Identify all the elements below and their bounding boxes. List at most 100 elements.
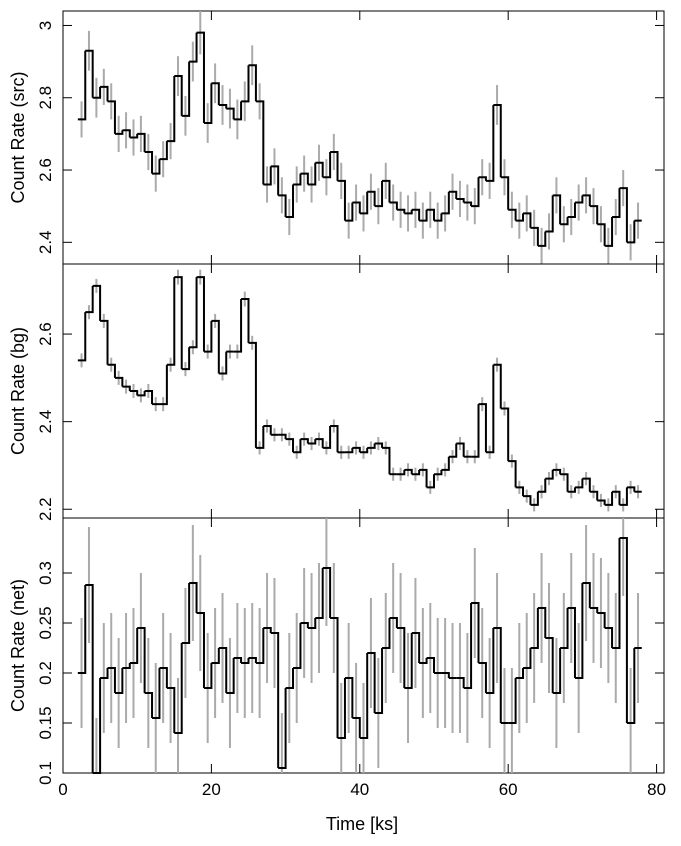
step-segment: [285, 184, 295, 219]
step-segment: [389, 617, 398, 628]
step-segment: [619, 537, 628, 723]
step-segment: [523, 495, 532, 505]
step-segment: [285, 668, 295, 689]
step-segment: [426, 474, 435, 489]
step-segment: [485, 104, 495, 182]
step-segment: [448, 443, 458, 458]
step-segment: [263, 627, 272, 633]
step-segment: [478, 176, 487, 181]
step-segment: [597, 499, 606, 505]
step-segment: [144, 150, 154, 174]
step-segment: [352, 201, 361, 214]
step-segment: [218, 351, 228, 375]
step-segment: [374, 648, 384, 714]
step-segment: [567, 607, 576, 678]
step-segment: [114, 376, 124, 387]
step-segment: [122, 663, 131, 669]
step-segment: [552, 648, 562, 694]
step-segment: [574, 583, 584, 679]
step-segment: [493, 363, 502, 409]
step-segment: [114, 668, 124, 694]
step-segment: [582, 477, 591, 492]
step-segment: [285, 438, 295, 453]
step-segment: [152, 159, 161, 175]
step-segment: [404, 468, 413, 475]
step-segment: [523, 212, 532, 228]
step-segment: [144, 390, 154, 405]
step-segment: [589, 205, 599, 225]
step-segment: [604, 627, 614, 648]
y-tick-label: 0.3: [36, 561, 55, 585]
step-segment: [597, 612, 606, 628]
step-segment: [278, 194, 287, 218]
y-tick-label: 0.25: [36, 606, 55, 639]
step-segment: [152, 668, 161, 719]
step-segment: [352, 446, 361, 453]
step-segment: [485, 364, 495, 454]
step-segment: [552, 468, 562, 475]
x-axis-title: Time [ks]: [326, 814, 398, 834]
step-segment: [359, 447, 369, 454]
step-segment: [100, 85, 109, 102]
step-segment: [159, 364, 168, 406]
step-segment: [203, 83, 213, 125]
step-segment: [270, 165, 280, 196]
step-segment: [233, 101, 243, 121]
step-segment: [211, 319, 220, 374]
step-segment: [77, 312, 87, 362]
step-segment: [137, 627, 146, 693]
step-segment: [181, 347, 191, 371]
step-segment: [441, 456, 450, 471]
step-segment: [552, 194, 562, 225]
step-segment: [330, 617, 339, 738]
step-segment: [196, 612, 205, 688]
step-segment: [129, 628, 139, 664]
step-segment: [315, 568, 324, 619]
step-segment: [367, 190, 376, 207]
step-segment: [560, 217, 569, 226]
step-segment: [293, 623, 302, 669]
step-segment: [330, 150, 339, 181]
step-segment: [122, 129, 131, 138]
step-segment: [85, 49, 94, 98]
step-segment: [426, 208, 435, 221]
step-segment: [419, 209, 428, 222]
step-segment: [107, 100, 116, 134]
step-segment: [255, 628, 265, 664]
step-segment: [612, 490, 621, 505]
step-segment: [315, 438, 324, 448]
y-tick-label: 2.8: [36, 86, 55, 110]
step-segment: [359, 653, 369, 739]
step-segment: [367, 443, 376, 449]
step-segment: [92, 86, 102, 99]
step-segment: [241, 65, 250, 103]
y-axis-title-net: Count Rate (net): [8, 579, 28, 712]
x-tick-label: 80: [647, 780, 666, 799]
panel-bg: 2.2 2.4 2.6 Count Rate (bg): [8, 0, 665, 521]
step-segment: [530, 226, 539, 246]
step-segment: [270, 632, 280, 768]
step-segment: [374, 442, 384, 448]
step-segment: [293, 439, 302, 454]
step-segment: [626, 486, 636, 492]
step-segment: [300, 438, 309, 444]
step-segment: [560, 608, 569, 649]
step-segment: [419, 468, 428, 488]
step-segment: [144, 692, 154, 718]
step-segment: [159, 667, 168, 688]
step-segment: [255, 100, 265, 185]
step-segment: [322, 426, 332, 449]
step-segment: [181, 583, 191, 644]
step-segment: [411, 632, 421, 663]
step-segment: [181, 61, 191, 117]
step-segment: [537, 478, 547, 493]
step-segment: [278, 433, 287, 440]
step-segment: [189, 582, 198, 613]
step-segment: [174, 75, 183, 116]
step-segment: [463, 603, 473, 689]
step-segment: [107, 667, 116, 693]
step-segment: [537, 607, 547, 638]
step-segment: [203, 663, 213, 689]
step-segment: [500, 407, 510, 462]
x-tick-label: 0: [58, 780, 67, 799]
